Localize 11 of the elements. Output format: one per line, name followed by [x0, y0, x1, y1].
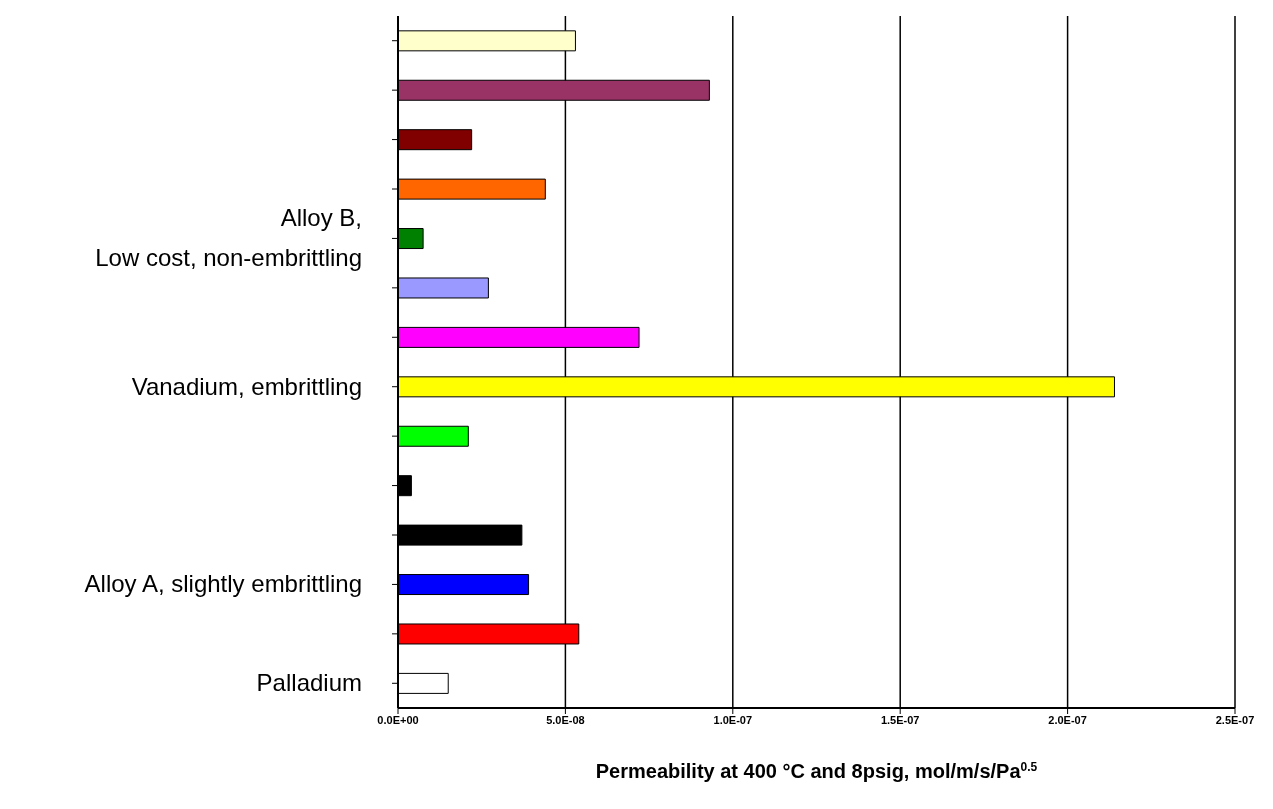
x-tick-label: 0.0E+00: [377, 713, 419, 726]
x-tick-label: 2.0E-07: [1048, 713, 1087, 726]
y-tick-label: Alloy B, Low cost, non-embrittling: [95, 204, 362, 272]
x-tick-label: 2.5E-07: [1215, 713, 1255, 726]
x-tick-label: 1.5E-07: [880, 713, 920, 726]
y-tick-label: Palladium: [256, 669, 362, 697]
x-tick-label: 1.0E-07: [713, 713, 753, 726]
y-tick-label: Alloy A, slightly embrittling: [84, 570, 362, 598]
x-tick-label: 5.0E-08: [546, 713, 585, 726]
y-tick-label: Vanadium, embrittling: [131, 372, 362, 400]
x-axis-title: Permeability at 400 °C and 8psig, mol/m/s/Pa$^{0.5}$: [595, 760, 1038, 782]
